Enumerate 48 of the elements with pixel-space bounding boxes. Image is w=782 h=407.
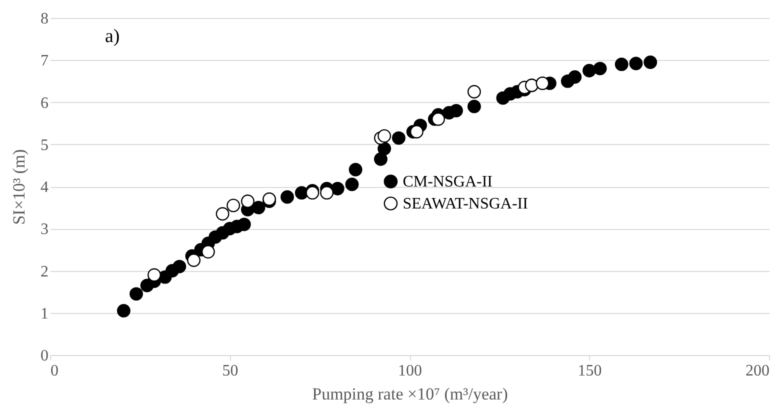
x-tick-label: 50 (222, 362, 238, 380)
point (237, 218, 251, 232)
annotation: a) (105, 26, 120, 47)
y-tick-label: 0 (40, 348, 48, 364)
point (187, 254, 201, 267)
point (320, 186, 334, 200)
y-tick-label: 6 (40, 94, 48, 112)
point (450, 104, 463, 118)
point (432, 112, 445, 126)
y-tick-label: 7 (40, 52, 48, 70)
y-tick-label: 5 (40, 136, 48, 154)
point (629, 56, 643, 70)
legend-label: CM-NSGA-II (402, 174, 492, 190)
point (378, 142, 392, 156)
point (644, 56, 658, 69)
y-tick-label: 8 (40, 10, 48, 28)
x-tick-label: 150 (578, 362, 602, 380)
point (348, 162, 362, 176)
y-tick-label: 2 (40, 263, 48, 280)
point (378, 129, 392, 143)
y-tick-label: 4 (40, 179, 48, 196)
point (262, 192, 276, 206)
y-tick-label: 1 (40, 305, 48, 322)
point (568, 70, 582, 84)
x-tick-label: 200 (746, 362, 770, 380)
point (614, 58, 628, 72)
y-tick-label: 3 (40, 221, 48, 238)
point (392, 131, 406, 145)
x-tick-label: 100 (398, 362, 422, 380)
point (116, 304, 130, 318)
legend-label: SEAWAT-NSGA-II (402, 196, 528, 212)
point (241, 194, 254, 208)
x-axis-title: Pumping rate ×10⁷ (m³/year) (312, 384, 508, 404)
point (306, 186, 320, 200)
point (467, 100, 481, 114)
y-axis-title: SI×10³ (m) (10, 149, 28, 225)
point (345, 178, 359, 192)
point (593, 62, 607, 76)
point (252, 200, 266, 214)
point (130, 287, 144, 301)
point (172, 260, 186, 274)
point (582, 64, 596, 78)
point (280, 190, 294, 204)
point (148, 268, 161, 282)
point (374, 152, 388, 166)
point (330, 182, 344, 196)
point (201, 245, 215, 259)
point (410, 125, 424, 138)
